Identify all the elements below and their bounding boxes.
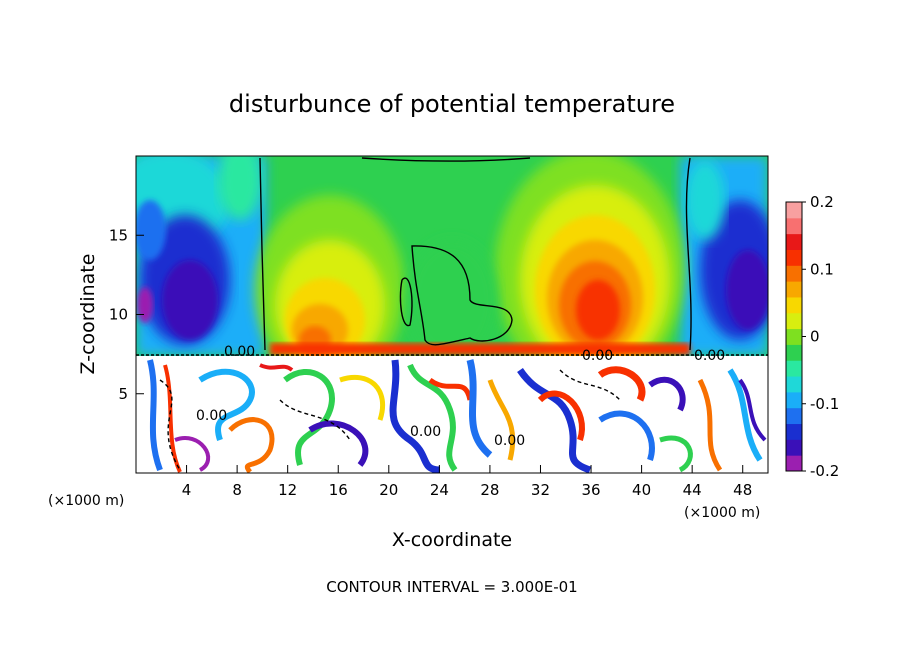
colorbar-swatch xyxy=(786,217,802,235)
contour-label: 0.00 xyxy=(494,433,525,449)
x-tick-label: 8 xyxy=(232,481,242,499)
contour-label: 0.00 xyxy=(224,344,255,360)
colorbar-label: 0.1 xyxy=(810,260,834,278)
x-tick-label: 32 xyxy=(531,481,550,499)
right-warm-plume xyxy=(495,156,685,390)
colorbar-swatch xyxy=(786,328,802,345)
colorbar-label: -0.1 xyxy=(810,395,839,413)
colorbar-swatch xyxy=(786,233,802,250)
colorbar-label: 0 xyxy=(810,328,820,346)
contour-label-group: 0.00 0.00 0.00 0.00 0.00 0.00 xyxy=(196,344,725,449)
colorbar-label: 0.2 xyxy=(810,193,834,211)
colorbar-swatch xyxy=(786,423,802,440)
contour-interval-note: CONTOUR INTERVAL = 3.000E-01 xyxy=(326,578,577,596)
plot-area: 0.00 0.00 0.00 0.00 0.00 0.00 xyxy=(136,156,768,473)
x-tick-label: 24 xyxy=(430,481,449,499)
x-tick-label: 40 xyxy=(632,481,651,499)
colorbar: 0.2 0.1 0 -0.1 -0.2 xyxy=(785,193,839,480)
y-tick-label: 15 xyxy=(109,226,128,244)
colorbar-swatch xyxy=(786,312,802,330)
central-bubble xyxy=(407,240,497,360)
x-tick-label: 36 xyxy=(581,481,600,499)
contour-label: 0.00 xyxy=(694,348,725,364)
x-unit-left: (×1000 m) xyxy=(48,493,124,509)
y-axis-label: Z-coordinate xyxy=(77,254,99,375)
y-tick-label: 10 xyxy=(109,306,128,324)
contour-label: 0.00 xyxy=(582,348,613,364)
colorbar-swatch xyxy=(786,344,802,361)
x-tick-label: 16 xyxy=(329,481,348,499)
colorbar-swatch xyxy=(786,407,802,425)
left-cold-region xyxy=(136,156,266,356)
left-warm-plume xyxy=(255,195,405,385)
interface-band xyxy=(270,343,690,355)
chart-title: disturbunce of potential temperature xyxy=(229,90,675,118)
colorbar-label: -0.2 xyxy=(810,462,839,480)
colorbar-swatch xyxy=(786,202,802,219)
lower-turbulent-region xyxy=(136,356,768,473)
x-tick-label: 12 xyxy=(278,481,297,499)
x-tick-label: 48 xyxy=(733,481,752,499)
right-cold-region xyxy=(680,156,768,356)
colorbar-swatch xyxy=(786,360,802,377)
contour-lines xyxy=(136,157,768,471)
colorbar-swatch xyxy=(786,265,802,282)
x-tick-label: 44 xyxy=(683,481,702,499)
colorbar-swatch xyxy=(786,455,802,472)
colorbar-swatch xyxy=(786,249,802,266)
x-axis-label: X-coordinate xyxy=(392,529,512,551)
contour-label: 0.00 xyxy=(196,408,227,424)
x-tick-label: 4 xyxy=(182,481,192,499)
colorbar-swatch xyxy=(786,376,802,393)
x-unit-right: (×1000 m) xyxy=(684,505,760,521)
contour-label: 0.00 xyxy=(410,424,441,440)
colorbar-swatch xyxy=(786,281,802,298)
y-axis-ticks: 5 10 15 xyxy=(109,226,144,403)
x-tick-label: 28 xyxy=(480,481,499,499)
colorbar-swatch xyxy=(786,391,802,409)
x-tick-label: 20 xyxy=(379,481,398,499)
x-axis-ticks: 4 8 12 16 20 24 28 32 36 40 44 48 xyxy=(182,465,752,499)
y-tick-label: 5 xyxy=(118,385,128,403)
colorbar-swatch xyxy=(786,439,802,456)
colorbar-swatch xyxy=(786,296,802,314)
